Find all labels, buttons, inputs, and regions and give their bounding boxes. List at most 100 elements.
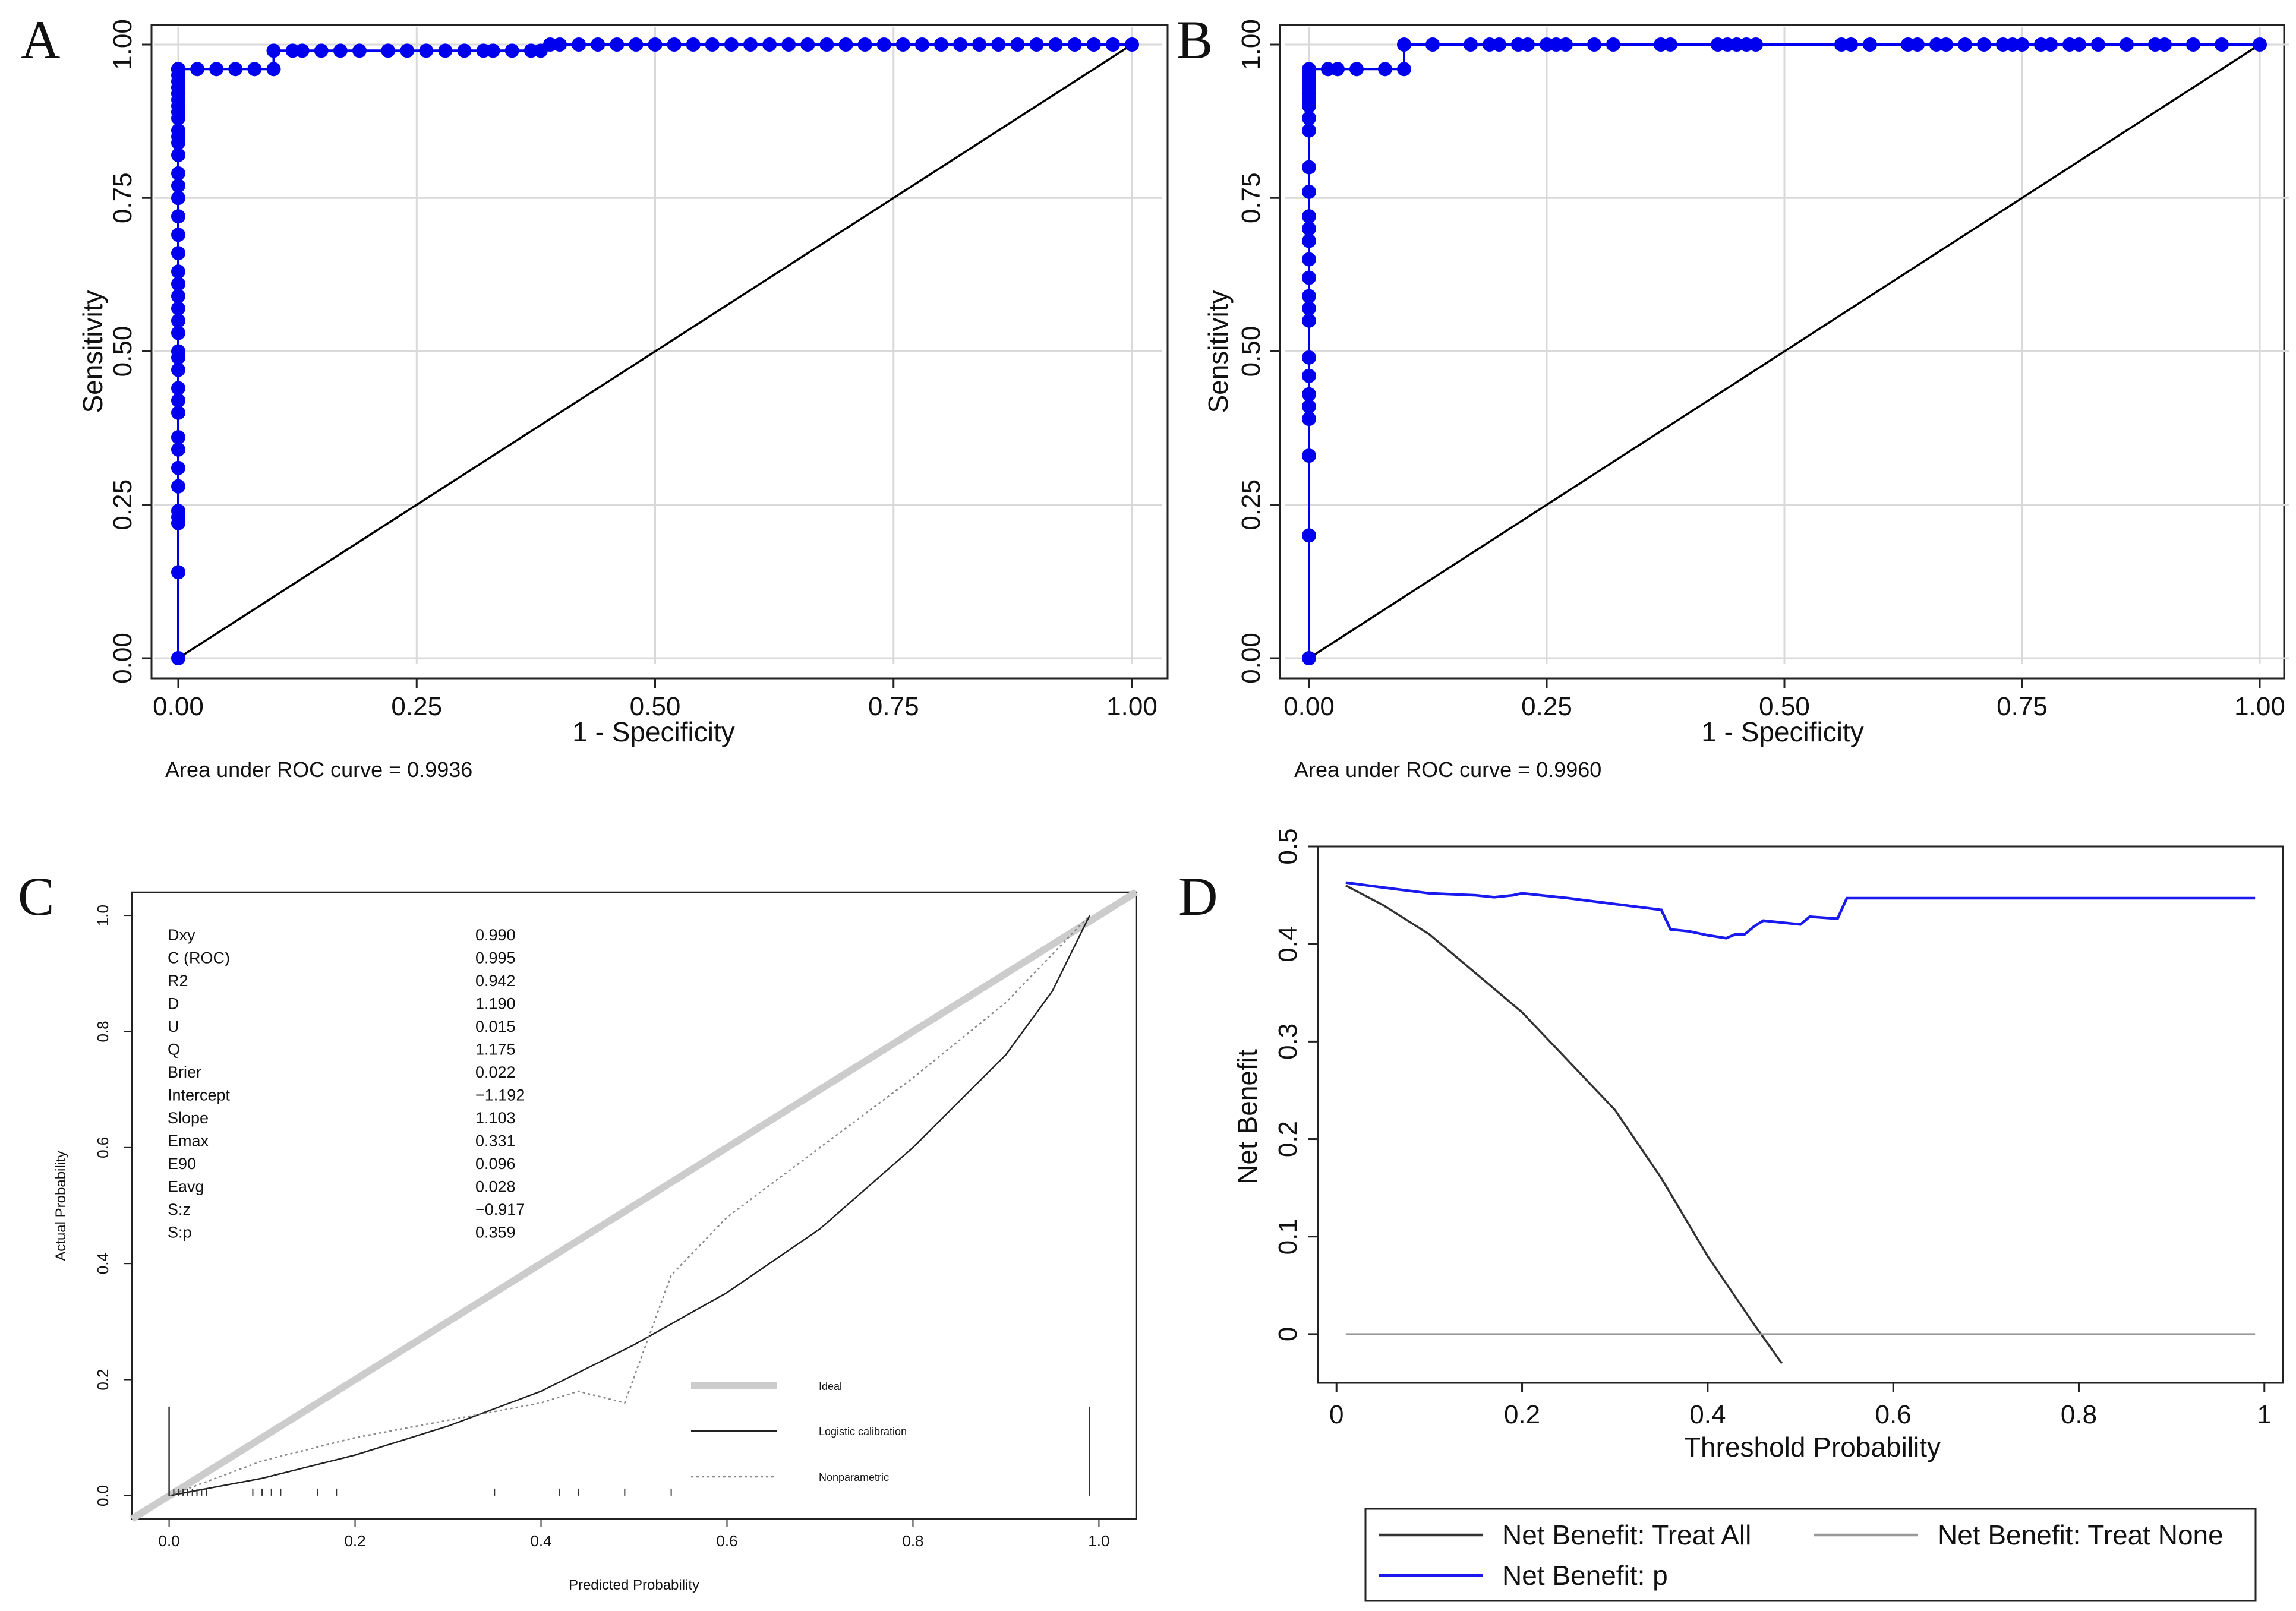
legend: Ideal Logistic calibration Nonparametric bbox=[691, 1381, 907, 1483]
roc-point bbox=[2043, 37, 2058, 52]
stat-label: U bbox=[168, 1018, 179, 1035]
y-axis-label: Actual Probability bbox=[53, 1151, 69, 1261]
reference-diagonal bbox=[178, 43, 1133, 659]
roc-point bbox=[1302, 233, 1316, 248]
roc-point bbox=[333, 43, 348, 58]
stat-label: E90 bbox=[168, 1155, 196, 1173]
roc-point bbox=[171, 393, 185, 408]
roc-point bbox=[743, 37, 758, 52]
roc-point bbox=[705, 37, 720, 52]
y-tick-label: 0.0 bbox=[94, 1485, 112, 1506]
x-axis-label: 1 - Specificity bbox=[572, 716, 735, 747]
roc-point bbox=[1397, 37, 1411, 52]
roc-point bbox=[504, 43, 519, 58]
stat-value: −0.917 bbox=[475, 1201, 525, 1218]
y-tick-label: 0.2 bbox=[94, 1369, 112, 1390]
rug-marks bbox=[168, 1406, 1091, 1496]
x-tick-label: 1 bbox=[2257, 1400, 2272, 1429]
roc-point bbox=[1302, 350, 1316, 365]
roc-point bbox=[1086, 37, 1101, 52]
roc-point bbox=[381, 43, 396, 58]
roc-point bbox=[1302, 221, 1316, 236]
roc-point bbox=[838, 37, 853, 52]
y-tick-label: 0.00 bbox=[108, 633, 137, 684]
y-tick-label: 0.25 bbox=[1237, 479, 1266, 530]
x-tick-label: 0 bbox=[1329, 1400, 1343, 1429]
roc-point bbox=[1302, 651, 1316, 665]
stat-value: 0.942 bbox=[475, 972, 516, 990]
x-tick-label: 0.00 bbox=[153, 692, 204, 721]
stat-label: Eavg bbox=[168, 1178, 204, 1196]
roc-point bbox=[1559, 37, 1573, 52]
stat-value: 0.022 bbox=[475, 1063, 516, 1081]
roc-point bbox=[1910, 37, 1925, 52]
roc-point bbox=[762, 37, 777, 52]
stat-value: 0.028 bbox=[475, 1178, 516, 1196]
legend-label: Net Benefit: p bbox=[1502, 1560, 1668, 1591]
roc-point bbox=[171, 344, 185, 359]
roc-point bbox=[1378, 62, 1392, 77]
y-tick-label: 1.00 bbox=[1237, 19, 1266, 70]
y-axis-ticks: 0.00 0.25 0.50 0.75 1.00 bbox=[1237, 19, 1280, 684]
roc-point bbox=[352, 43, 367, 58]
y-tick-label: 1.00 bbox=[108, 19, 137, 70]
roc-point bbox=[1302, 368, 1316, 383]
roc-point bbox=[171, 191, 185, 206]
calibration-line-1 bbox=[169, 915, 1090, 1497]
roc-point bbox=[171, 178, 185, 193]
roc-point bbox=[1302, 62, 1316, 77]
legend-label: Net Benefit: Treat All bbox=[1502, 1520, 1751, 1550]
stat-value: 0.015 bbox=[475, 1018, 516, 1035]
auc-footnote: Area under ROC curve = 0.9960 bbox=[1294, 757, 1601, 782]
roc-point bbox=[1302, 160, 1316, 175]
roc-point bbox=[629, 37, 644, 52]
roc-point bbox=[972, 37, 987, 52]
roc-point bbox=[1302, 528, 1316, 543]
y-axis-ticks: 0.00 0.25 0.50 0.75 1.00 bbox=[108, 19, 152, 684]
x-tick-label: 0.2 bbox=[344, 1532, 365, 1550]
roc-point bbox=[485, 43, 500, 58]
x-axis-ticks: 0 0.2 0.4 0.6 0.8 1 bbox=[1329, 1383, 2272, 1429]
y-axis-ticks: 0.0 0.2 0.4 0.6 0.8 1.0 bbox=[94, 905, 132, 1506]
y-axis-ticks: 0 0.1 0.2 0.3 0.4 0.5 bbox=[1273, 828, 1318, 1341]
x-tick-label: 0.0 bbox=[159, 1532, 180, 1550]
decision-curves bbox=[1345, 881, 2256, 1364]
legend-box bbox=[1364, 1508, 2257, 1602]
roc-curve bbox=[171, 37, 1139, 665]
panel-a: A 0.00 0.25 0.50 0.75 1.00 0.00 0.25 0.50 0.75 1… bbox=[21, 10, 1169, 782]
stat-label: S:z bbox=[168, 1201, 191, 1218]
stat-value: 1.190 bbox=[475, 995, 516, 1013]
roc-point bbox=[1663, 37, 1677, 52]
roc-point bbox=[648, 37, 663, 52]
roc-point bbox=[266, 62, 281, 77]
roc-point bbox=[1302, 110, 1316, 125]
roc-point bbox=[2215, 37, 2229, 52]
stat-value: 0.331 bbox=[475, 1132, 516, 1150]
y-tick-label: 0.2 bbox=[1273, 1121, 1302, 1157]
roc-point bbox=[1606, 37, 1620, 52]
roc-point bbox=[1521, 37, 1535, 52]
x-tick-label: 0.25 bbox=[391, 692, 442, 721]
x-axis-ticks: 0.0 0.2 0.4 0.6 0.8 1.0 bbox=[159, 1519, 1109, 1550]
roc-point bbox=[1863, 37, 1877, 52]
roc-point bbox=[1125, 37, 1139, 52]
legend-label: Nonparametric bbox=[819, 1471, 889, 1483]
net-benefit-line-0 bbox=[1345, 885, 1783, 1364]
x-tick-label: 1.00 bbox=[1106, 692, 1158, 721]
panel-letter: C bbox=[18, 866, 54, 927]
roc-point bbox=[171, 166, 185, 181]
roc-point bbox=[2015, 37, 2029, 52]
x-axis-label: Threshold Probability bbox=[1684, 1432, 1941, 1462]
panel-d: D 0 0.1 0.2 0.3 0.4 0.5 0 0.2 0.4 0.6 0.8 1 Thresh… bbox=[1178, 828, 2284, 1602]
roc-point bbox=[400, 43, 415, 58]
stat-value: 0.096 bbox=[475, 1155, 516, 1173]
x-tick-label: 0.75 bbox=[1997, 692, 2048, 721]
x-tick-label: 0.8 bbox=[2061, 1400, 2097, 1429]
stat-label: D bbox=[168, 995, 179, 1013]
roc-point bbox=[171, 276, 185, 291]
y-tick-label: 0.8 bbox=[94, 1021, 112, 1042]
roc-point bbox=[800, 37, 815, 52]
x-tick-label: 0.25 bbox=[1521, 692, 1572, 721]
roc-point bbox=[895, 37, 910, 52]
roc-point bbox=[171, 479, 185, 494]
